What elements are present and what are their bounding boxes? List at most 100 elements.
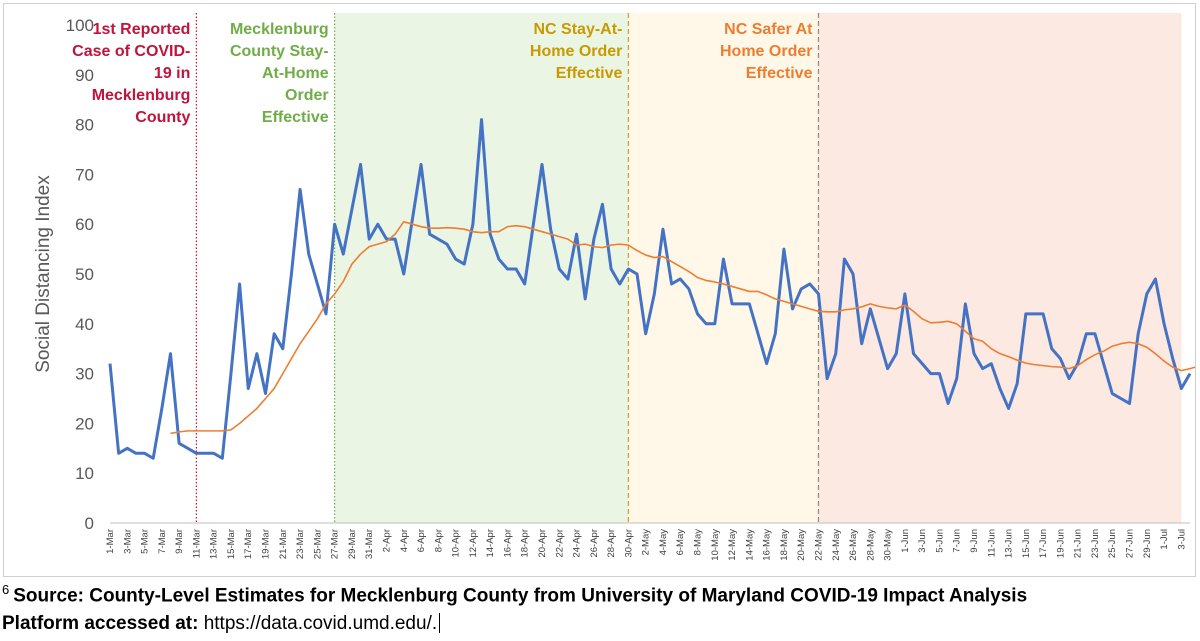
x-tick-label: 25-Jun — [1107, 529, 1118, 558]
x-tick-label: 25-Mar — [312, 529, 323, 559]
x-tick-label: 1-Mar — [105, 529, 116, 554]
y-tick-label: 100 — [66, 16, 94, 35]
x-tick-label: 1-Jul — [1159, 529, 1170, 550]
chart-frame: 0 10 20 30 40 50 60 70 80 90 100 Social Distancing … — [3, 3, 1196, 577]
x-tick-label: 8-May — [693, 529, 704, 556]
x-tick-label: 17-Jun — [1038, 529, 1049, 558]
x-tick-label: 22-May — [813, 529, 824, 561]
x-tick-label: 6-May — [675, 529, 686, 556]
x-tick-label: 13-Mar — [209, 529, 220, 559]
x-tick-label: 3-Jul — [1176, 529, 1187, 550]
event-label-line: 1st Reported — [93, 21, 191, 38]
footnote-marker: 6 — [2, 582, 10, 597]
x-tick-label: 31-Mar — [364, 529, 375, 559]
x-tick-label: 5-Jun — [934, 529, 945, 553]
y-tick-label: 50 — [75, 265, 94, 284]
moving-average-series-line — [170, 220, 1195, 435]
x-tick-label: 1-Jun — [900, 529, 911, 553]
event-label-line: Case of COVID- — [72, 43, 190, 60]
y-tick-label: 20 — [75, 414, 94, 433]
x-tick-label: 21-Jun — [1073, 529, 1084, 558]
x-tick-label: 13-Jun — [1004, 529, 1015, 558]
x-tick-label: 28-Apr — [606, 529, 617, 558]
x-tick-label: 9-Mar — [174, 529, 185, 554]
event-label-line: NC Stay-At- — [534, 21, 623, 38]
x-tick-label: 16-Apr — [502, 529, 513, 558]
x-tick-label: 20-May — [796, 529, 807, 561]
y-axis-title: Social Distancing Index — [33, 175, 54, 373]
event-label-line: Mecklenburg — [92, 87, 191, 104]
event-label-line: At-Home — [262, 65, 329, 82]
x-tick-label: 7-Jun — [952, 529, 963, 553]
line-chart: 0 10 20 30 40 50 60 70 80 90 100 Social Distancing … — [33, 13, 1195, 561]
x-tick-label: 29-Jun — [1142, 529, 1153, 558]
x-tick-label: 12-Apr — [468, 529, 479, 558]
x-tick-label: 27-Mar — [330, 529, 341, 559]
x-tick-label: 30-Apr — [623, 529, 634, 558]
event-label-line: Home Order — [530, 43, 622, 60]
x-tick-label: 29-Mar — [347, 529, 358, 559]
daily-index-series-line — [108, 118, 1192, 460]
x-tick-label: 4-May — [658, 529, 669, 556]
event-label-line: 19 in — [154, 65, 190, 82]
x-tick-label: 22-Apr — [554, 529, 565, 558]
x-tick-label: 26-Apr — [589, 529, 600, 558]
y-tick-label: 10 — [75, 464, 94, 483]
x-tick-label: 7-Mar — [157, 529, 168, 554]
footnote-access: Platform accessed at: https://data.covid… — [2, 613, 441, 635]
shaded-region-0 — [334, 13, 629, 523]
x-tick-label: 20-Apr — [537, 529, 548, 558]
event-label-line: Effective — [746, 65, 813, 82]
event-label-line: Effective — [262, 109, 329, 126]
x-tick-label: 6-Apr — [416, 529, 427, 552]
x-tick-label: 21-Mar — [278, 529, 289, 559]
x-tick-label: 14-May — [744, 529, 755, 561]
event-label-line: County Stay- — [230, 43, 329, 60]
x-tick-label: 15-Mar — [226, 529, 237, 559]
y-tick-label: 60 — [75, 215, 94, 234]
x-tick-label: 15-Jun — [1021, 529, 1032, 558]
x-tick-label: 23-Jun — [1090, 529, 1101, 558]
x-tick-label: 12-May — [727, 529, 738, 561]
x-tick-label: 2-Apr — [381, 529, 392, 552]
y-tick-label: 80 — [75, 116, 94, 135]
x-tick-label: 23-Mar — [295, 529, 306, 559]
x-tick-label: 14-Apr — [485, 529, 496, 558]
shaded-region-2 — [818, 13, 1182, 523]
x-tick-label: 4-Apr — [399, 529, 410, 552]
x-tick-label: 3-Mar — [122, 529, 133, 554]
x-tick-label: 17-Mar — [243, 529, 254, 559]
x-tick-label: 19-Mar — [261, 529, 272, 559]
text-cursor — [439, 613, 441, 633]
x-tick-label: 3-Jun — [917, 529, 928, 553]
footnote-link[interactable]: https://data.covid.umd.edu/. — [203, 613, 438, 634]
x-tick-label: 2-May — [641, 529, 652, 556]
y-tick-label: 40 — [75, 315, 94, 334]
x-tick-label: 11-Jun — [986, 529, 997, 557]
event-label-line: Effective — [556, 65, 623, 82]
x-tick-label: 26-May — [848, 529, 859, 561]
x-tick-label: 24-May — [831, 529, 842, 561]
event-label-line: Home Order — [720, 43, 812, 60]
footnote-access-label: Platform accessed at: — [2, 613, 199, 634]
x-tick-label: 27-Jun — [1125, 529, 1136, 558]
event-label-line: Mecklenburg — [230, 21, 329, 38]
x-tick-label: 28-May — [865, 529, 876, 561]
footnote-source: 6 Source: County-Level Estimates for Meck… — [2, 582, 1027, 607]
y-tick-label: 0 — [85, 514, 94, 533]
x-tick-label: 8-Apr — [433, 529, 444, 552]
event-label-line: County — [135, 109, 190, 126]
x-tick-label: 16-May — [762, 529, 773, 561]
x-tick-label: 9-Jun — [969, 529, 980, 553]
y-tick-label: 30 — [75, 365, 94, 384]
x-tick-label: 18-Apr — [520, 529, 531, 558]
x-tick-label: 24-Apr — [572, 529, 583, 558]
x-tick-label: 19-Jun — [1055, 529, 1066, 558]
footnote-line1: Source: County-Level Estimates for Meckl… — [13, 585, 1028, 607]
event-label-line: Order — [285, 87, 329, 104]
event-label-line: NC Safer At — [724, 21, 813, 38]
x-tick-label: 10-Apr — [451, 529, 462, 558]
x-tick-label: 18-May — [779, 529, 790, 561]
x-tick-label: 5-Mar — [140, 529, 151, 554]
x-tick-label: 11-Mar — [191, 529, 202, 558]
